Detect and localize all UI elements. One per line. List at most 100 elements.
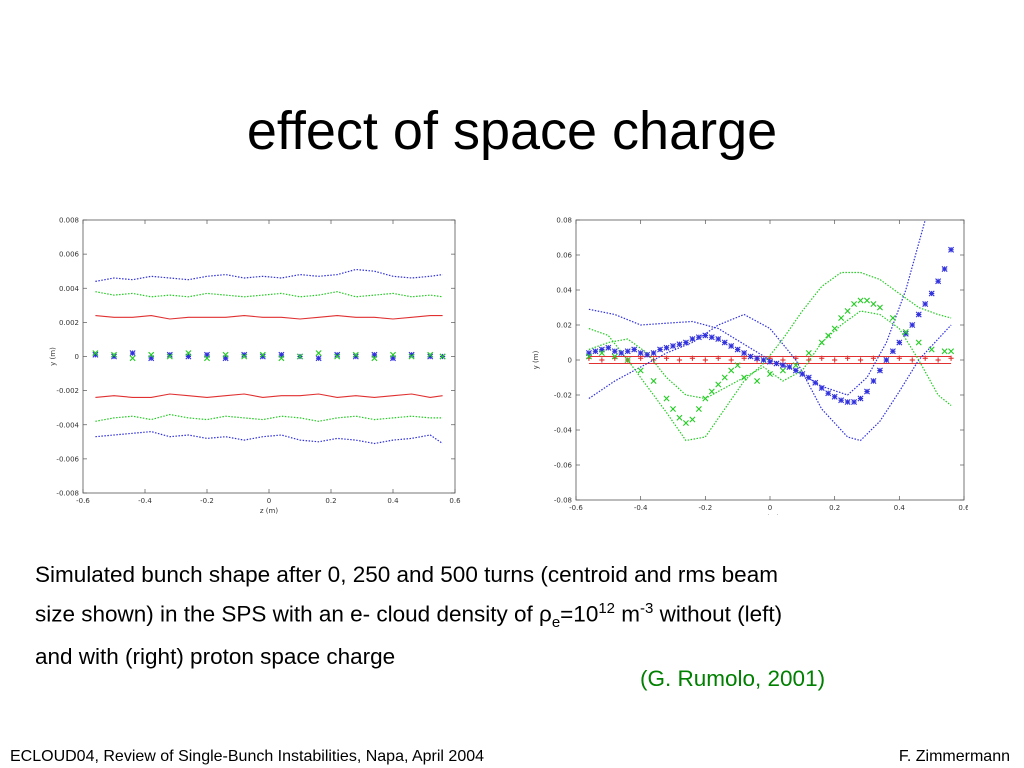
data-point [204,355,210,362]
data-point [695,334,702,341]
data-point [741,350,748,356]
series-line [588,310,952,406]
caption-line-2-text: size shown) in the SPS with an e- cloud … [35,601,540,627]
data-point [241,353,248,360]
slide-title: effect of space charge [246,101,778,161]
caption-line-2-end: without (left) [653,601,783,627]
data-point [779,367,786,374]
footer-author: F. Zimmermann [898,748,1010,765]
data-point [832,357,838,363]
data-point [864,297,870,304]
x-tick-label: 0.6 [958,504,968,512]
data-point [148,351,155,358]
y-axis-label: y (m) [532,350,540,369]
data-point [689,416,696,423]
y-tick-label: 0.004 [59,285,80,293]
x-axis-label: z (m) [260,507,278,515]
data-point [624,348,631,355]
x-tick-label: -0.2 [698,504,712,512]
data-point [831,393,838,400]
data-point [818,339,825,346]
data-point [702,332,709,339]
x-tick-label: 0.2 [829,504,840,512]
data-point [941,266,948,272]
data-point [427,353,434,360]
data-point [845,355,851,361]
data-point [805,374,812,381]
data-point [922,355,928,361]
data-point [222,351,229,358]
x-tick-label: -0.6 [569,504,583,512]
x-axis-label: z (m) [761,514,779,515]
data-point [825,332,832,339]
series-line [95,393,443,398]
x-tick-label: 0 [267,497,271,505]
data-point [352,351,359,358]
data-point [702,395,709,402]
data-point [915,311,922,318]
data-point [721,374,728,381]
data-point [663,344,670,351]
data-point [767,371,773,377]
y-tick-label: 0.002 [59,319,79,327]
y-tick-label: -0.008 [56,490,79,498]
data-point [631,346,638,353]
data-point [754,378,761,384]
y-tick-label: 0.06 [556,252,572,260]
density-value: =10 [560,601,599,627]
y-tick-label: -0.04 [554,427,573,435]
data-point [599,357,605,363]
data-point [715,336,722,342]
data-point [948,355,954,361]
data-point [637,367,644,374]
data-point [676,357,683,363]
y-axis-label: y (m) [49,347,57,366]
data-point [650,350,657,356]
data-point [92,350,99,357]
data-point [896,355,902,361]
data-point [657,346,664,353]
data-point [439,353,446,360]
data-point [902,329,909,335]
data-point [259,351,266,358]
y-tick-label: -0.06 [554,462,573,470]
credit: (G. Rumolo, 2001) [640,666,826,691]
data-point [851,301,858,307]
data-point [948,348,955,355]
series-line [95,268,443,282]
data-point [909,322,916,328]
data-point [371,355,378,362]
data-point [876,367,883,374]
data-point [754,355,761,362]
x-tick-label: -0.4 [634,504,648,512]
data-point [708,388,715,395]
data-point [315,355,322,362]
data-point [779,362,786,369]
data-point [644,351,651,358]
y-tick-label: -0.002 [56,387,79,395]
series-line [588,313,952,442]
data-point [844,399,851,405]
data-point [670,343,676,349]
plot-area [585,220,955,442]
series-line [95,291,443,298]
data-point [935,357,941,363]
data-point [638,355,644,361]
data-point [928,346,935,353]
data-point [689,336,696,342]
rho-symbol: ρ [539,601,552,627]
data-point [799,371,806,377]
y-tick-label: -0.006 [56,455,79,463]
x-tick-label: 0.4 [894,504,906,512]
data-point [857,395,864,402]
data-point [663,355,670,361]
y-tick-label: -0.08 [554,497,572,505]
data-point [818,385,825,391]
data-point [592,348,599,355]
caption-line-3: and with (right) proton space charge [35,644,396,669]
data-point [896,339,903,346]
y-tick-label: 0.008 [59,217,79,225]
data-point [676,414,683,421]
data-point [889,315,896,321]
data-point [915,339,922,346]
